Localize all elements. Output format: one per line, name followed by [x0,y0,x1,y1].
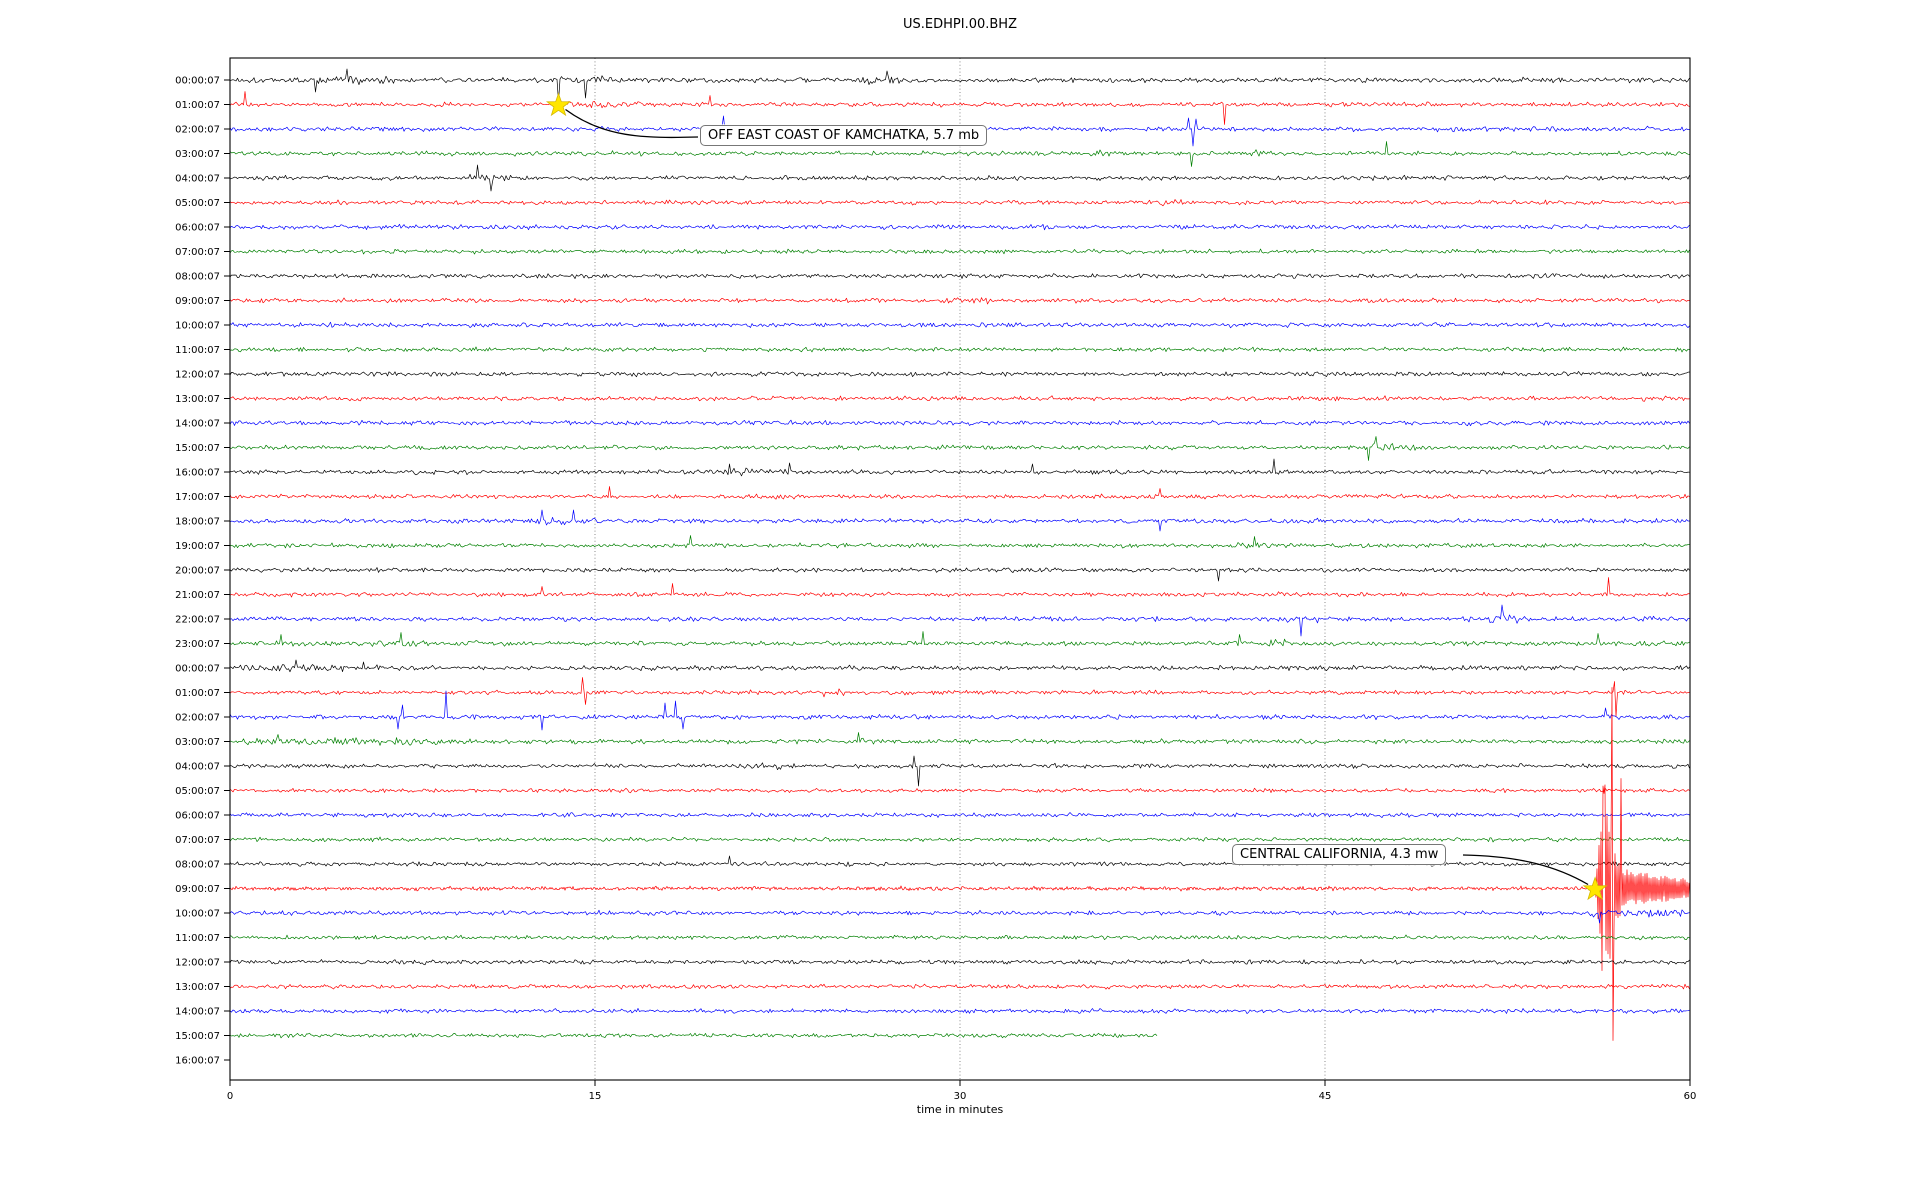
trace-row-0-00:00:07 [229,68,1690,103]
trace-row-29-05:00:07 [229,787,1690,794]
trace-row-28-04:00:07 [229,755,1690,787]
y-tick-label-7: 07:00:07 [175,247,220,258]
trace-row-12-12:00:07 [229,371,1690,378]
trace-row-21-21:00:07 [229,577,1690,598]
plot-title: US.EDHPI.00.BHZ [903,17,1017,32]
y-tick-label-17: 17:00:07 [175,492,220,503]
y-tick-label-28: 04:00:07 [175,762,220,773]
callout-connector-kamchatka [565,108,699,139]
y-tick-label-31: 07:00:07 [175,835,220,846]
x-tick-label-0: 0 [227,1091,233,1102]
trace-row-14-14:00:07 [229,419,1690,427]
trace-row-17-17:00:07 [229,486,1690,500]
trace-row-38-14:00:07 [229,1008,1690,1014]
trace-row-30-06:00:07 [229,812,1690,818]
trace-row-36-12:00:07 [229,959,1690,966]
trace-row-27-03:00:07 [229,732,1690,746]
callout-connector-central-california [1462,854,1589,886]
y-tick-label-32: 08:00:07 [175,860,220,871]
y-tick-label-26: 02:00:07 [175,713,220,724]
y-tick-label-8: 08:00:07 [175,272,220,283]
trace-row-34-10:00:07 [229,909,1690,924]
trace-row-25-01:00:07 [229,677,1690,717]
trace-row-24-00:00:07 [229,659,1690,673]
y-tick-label-5: 05:00:07 [175,198,220,209]
y-tick-label-14: 14:00:07 [175,419,220,430]
trace-row-19-19:00:07 [229,535,1690,549]
event-label-central-california: CENTRAL CALIFORNIA, 4.3 mw [1232,844,1447,865]
y-tick-label-0: 00:00:07 [175,76,220,87]
y-tick-label-22: 22:00:07 [175,615,220,626]
y-tick-label-10: 10:00:07 [175,321,220,332]
trace-row-3-03:00:07 [229,141,1690,167]
trace-row-9-09:00:07 [229,297,1690,305]
y-tick-label-29: 05:00:07 [175,786,220,797]
y-tick-label-6: 06:00:07 [175,223,220,234]
trace-row-13-13:00:07 [229,395,1690,402]
trace-row-23-23:00:07 [229,631,1690,647]
trace-row-5-05:00:07 [229,199,1690,207]
trace-row-10-10:00:07 [229,321,1690,329]
trace-row-4-04:00:07 [229,164,1690,192]
y-tick-label-21: 21:00:07 [175,590,220,601]
y-tick-label-11: 11:00:07 [175,345,220,356]
trace-row-35-11:00:07 [229,934,1690,941]
x-tick-label-30: 30 [954,1091,967,1102]
y-tick-label-15: 15:00:07 [175,443,220,454]
y-tick-label-34: 10:00:07 [175,909,220,920]
event-star-central-california [1582,876,1608,901]
y-tick-label-24: 00:00:07 [175,664,220,675]
y-tick-label-36: 12:00:07 [175,958,220,969]
trace-row-37-13:00:07 [229,983,1690,990]
trace-row-26-02:00:07 [229,690,1690,731]
y-tick-label-37: 13:00:07 [175,982,220,993]
trace-row-16-16:00:07 [229,458,1690,477]
event-label-kamchatka: OFF EAST COAST OF KAMCHATKA, 5.7 mb [700,125,988,146]
y-tick-label-9: 09:00:07 [175,296,220,307]
y-tick-label-16: 16:00:07 [175,468,220,479]
x-tick-label-15: 15 [589,1091,602,1102]
y-tick-label-33: 09:00:07 [175,884,220,895]
event-star-kamchatka [545,92,572,117]
y-tick-label-30: 06:00:07 [175,811,220,822]
trace-row-39-15:00:07 [229,1032,1158,1039]
y-tick-label-35: 11:00:07 [175,933,220,944]
y-tick-label-4: 04:00:07 [175,174,220,185]
y-tick-label-19: 19:00:07 [175,541,220,552]
x-axis-label: time in minutes [916,1103,1004,1116]
trace-row-8-08:00:07 [229,273,1690,279]
trace-row-1-01:00:07 [229,91,1690,125]
trace-row-11-11:00:07 [229,346,1690,353]
x-tick-label-60: 60 [1684,1091,1697,1102]
trace-row-20-20:00:07 [229,567,1690,582]
y-tick-label-18: 18:00:07 [175,517,220,528]
y-tick-label-3: 03:00:07 [175,149,220,160]
trace-row-22-22:00:07 [229,604,1690,637]
y-tick-label-23: 23:00:07 [175,639,220,650]
trace-row-18-18:00:07 [229,509,1690,532]
y-tick-label-38: 14:00:07 [175,1007,220,1018]
y-tick-label-12: 12:00:07 [175,370,220,381]
y-tick-label-1: 01:00:07 [175,100,220,111]
x-tick-label-45: 45 [1319,1091,1332,1102]
y-tick-label-27: 03:00:07 [175,737,220,748]
trace-row-6-06:00:07 [229,223,1690,231]
trace-row-31-07:00:07 [229,836,1690,843]
trace-row-7-07:00:07 [229,248,1690,255]
trace-row-32-08:00:07 [229,855,1690,867]
y-tick-label-39: 15:00:07 [175,1031,220,1042]
y-tick-label-25: 01:00:07 [175,688,220,699]
trace-row-15-15:00:07 [229,436,1690,461]
y-tick-label-20: 20:00:07 [175,566,220,577]
y-tick-label-13: 13:00:07 [175,394,220,405]
y-tick-label-2: 02:00:07 [175,125,220,136]
trace-row-33-09:00:07 [229,687,1691,1041]
y-tick-label-40: 16:00:07 [175,1056,220,1067]
